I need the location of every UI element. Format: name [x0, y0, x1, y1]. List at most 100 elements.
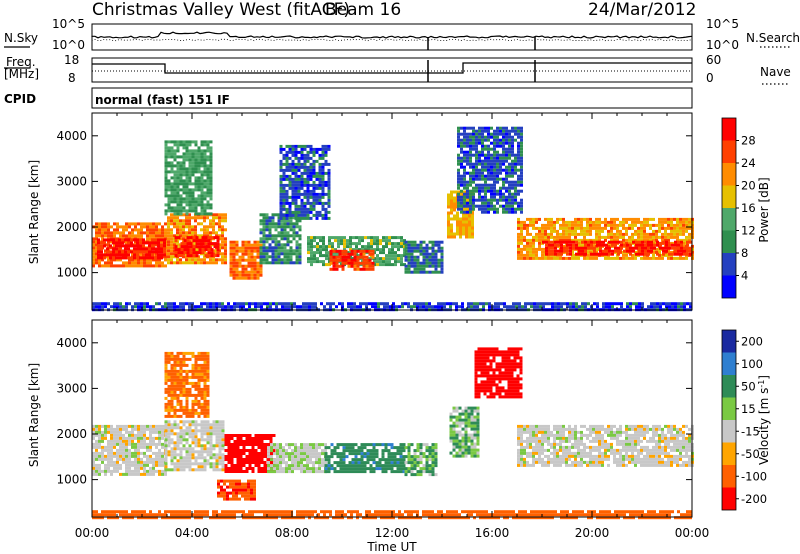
velocity-cell [167, 453, 171, 457]
power-cell [198, 239, 202, 243]
power-cell [440, 258, 444, 262]
power-cell [508, 168, 511, 172]
power-cell [232, 264, 236, 268]
power-cell [109, 256, 112, 260]
power-cell [298, 252, 302, 256]
power-cell [428, 305, 431, 309]
power-y-tick-label: 4000 [56, 129, 87, 143]
velocity-cell [110, 448, 113, 452]
velocity-cell [107, 427, 110, 431]
power-cell [95, 234, 98, 238]
power-cell [139, 256, 142, 260]
power-cell [98, 225, 101, 229]
power-cell [469, 177, 472, 181]
power-cell [548, 246, 551, 250]
power-cell [312, 162, 316, 166]
power-cell [610, 256, 613, 260]
power-cell [224, 246, 227, 250]
power-cell [616, 229, 619, 233]
power-cell [215, 231, 218, 235]
velocity-cell [176, 447, 180, 451]
power-cell [532, 235, 535, 239]
power-cell [280, 261, 284, 265]
power-cell [376, 254, 379, 258]
power-cell [235, 246, 239, 250]
power-cell [505, 198, 508, 202]
power-cell [283, 237, 287, 241]
velocity-cell [173, 450, 177, 454]
velocity-cell [98, 424, 101, 428]
power-cell [251, 302, 254, 306]
power-cell [550, 226, 553, 230]
power-cell [481, 132, 484, 136]
power-cell [661, 217, 664, 221]
power-cell [306, 183, 310, 187]
power-cell [285, 189, 289, 193]
power-cell [425, 255, 429, 259]
power-cell [413, 258, 417, 262]
power-cell [100, 241, 103, 245]
power-cell [182, 234, 185, 238]
power-cell [410, 246, 414, 250]
power-cell [176, 222, 179, 226]
power-cell [313, 254, 316, 258]
power-cell [653, 302, 656, 306]
velocity-cell [152, 436, 155, 440]
power-cell [213, 245, 217, 249]
power-cell [466, 171, 469, 175]
power-cell [303, 153, 307, 157]
power-cell [677, 249, 680, 253]
power-cell [520, 171, 523, 175]
power-cell [283, 231, 287, 235]
power-cell [671, 252, 674, 256]
power-cell [425, 258, 429, 262]
power-cell [661, 256, 664, 260]
power-cell [216, 245, 220, 249]
velocity-cell [179, 456, 183, 460]
power-cell [268, 219, 272, 223]
power-cell [481, 210, 484, 214]
power-cell [388, 242, 391, 246]
power-cell [625, 226, 628, 230]
power-cell [581, 305, 584, 309]
power-cell [209, 188, 213, 192]
nsearch-bottom-tick: 10^0 [706, 38, 739, 52]
power-cell [315, 198, 319, 202]
power-cell [367, 242, 370, 246]
power-cell [517, 232, 520, 236]
power-cell [547, 217, 550, 221]
power-cell [349, 242, 352, 246]
power-data [92, 126, 694, 312]
power-cell [577, 226, 580, 230]
power-cell [487, 183, 490, 187]
power-cell [309, 156, 313, 160]
velocity-cell [122, 445, 125, 449]
power-cell [463, 132, 466, 136]
velocity-cell [125, 469, 128, 473]
power-cell [440, 267, 444, 271]
power-cell [459, 226, 462, 230]
power-cell [505, 165, 508, 169]
power-cell [379, 251, 382, 255]
power-cell [262, 219, 266, 223]
power-cell [471, 226, 474, 230]
power-cell [277, 219, 281, 223]
power-cell [550, 217, 553, 221]
velocity-cell [158, 451, 161, 455]
power-cell [256, 240, 260, 244]
power-cell [647, 240, 650, 244]
power-cell [689, 302, 692, 306]
power-cell [331, 236, 334, 240]
power-cell [259, 219, 263, 223]
power-cell [658, 253, 661, 257]
power-cell [191, 188, 195, 192]
power-cell [113, 243, 116, 247]
power-cell [382, 236, 385, 240]
power-cell [560, 249, 563, 253]
power-cell [282, 216, 286, 220]
power-cell [149, 258, 152, 262]
power-cell [280, 258, 284, 262]
power-cell [203, 140, 207, 144]
velocity-cell [137, 460, 140, 464]
power-cell [447, 229, 450, 233]
